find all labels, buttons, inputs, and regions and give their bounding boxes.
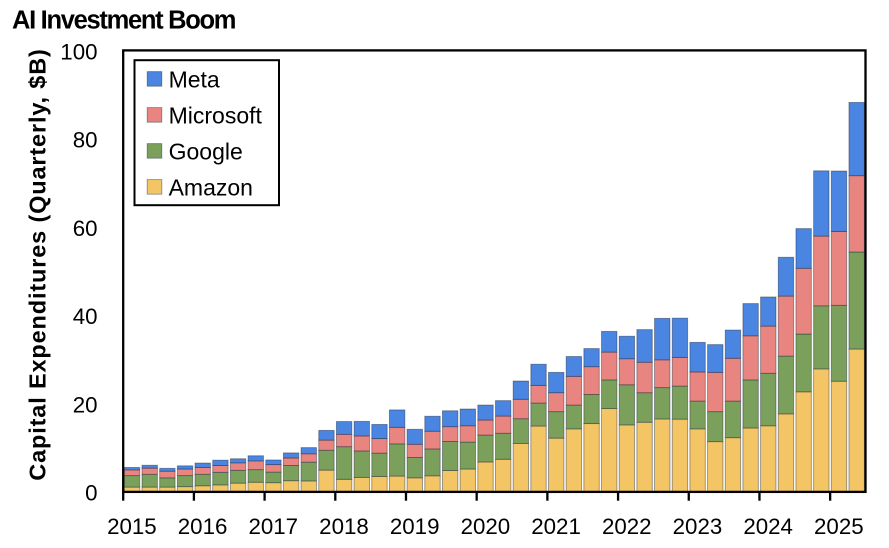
- svg-text:Google: Google: [169, 138, 243, 164]
- svg-text:Microsoft: Microsoft: [169, 102, 263, 128]
- svg-text:20: 20: [73, 392, 98, 417]
- svg-text:2020: 2020: [461, 514, 511, 539]
- svg-text:100: 100: [60, 39, 97, 64]
- svg-text:40: 40: [73, 304, 98, 329]
- svg-text:Amazon: Amazon: [169, 174, 253, 200]
- svg-text:2019: 2019: [390, 514, 440, 539]
- svg-text:2018: 2018: [319, 514, 369, 539]
- svg-text:2025: 2025: [814, 514, 864, 539]
- svg-text:AI Investment Boom: AI Investment Boom: [12, 7, 236, 35]
- svg-text:2017: 2017: [248, 514, 298, 539]
- svg-text:80: 80: [73, 128, 98, 153]
- svg-text:0: 0: [85, 481, 97, 506]
- svg-text:2015: 2015: [107, 514, 157, 539]
- svg-text:2022: 2022: [602, 514, 652, 539]
- svg-text:2016: 2016: [178, 514, 228, 539]
- svg-text:Capital Expenditures (Quarterl: Capital Expenditures (Quarterly, $B): [24, 48, 50, 480]
- svg-text:2023: 2023: [673, 514, 723, 539]
- svg-text:60: 60: [73, 216, 98, 241]
- svg-text:2021: 2021: [531, 514, 581, 539]
- svg-text:2024: 2024: [743, 514, 793, 539]
- svg-text:Meta: Meta: [169, 66, 220, 92]
